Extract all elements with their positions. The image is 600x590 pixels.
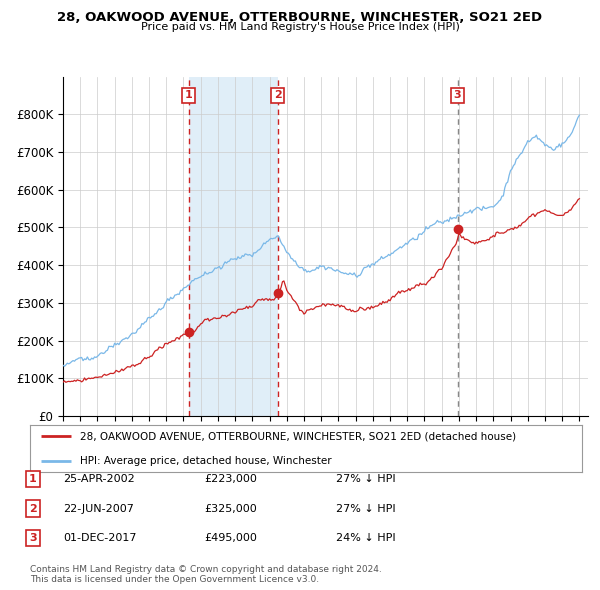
Text: Contains HM Land Registry data © Crown copyright and database right 2024.
This d: Contains HM Land Registry data © Crown c… [30, 565, 382, 584]
Text: £325,000: £325,000 [204, 504, 257, 513]
Bar [189, 77, 278, 416]
Text: 22-JUN-2007: 22-JUN-2007 [63, 504, 134, 513]
Text: 2: 2 [29, 504, 37, 513]
Text: 01-DEC-2017: 01-DEC-2017 [63, 533, 137, 543]
Text: HPI: Average price, detached house, Winchester: HPI: Average price, detached house, Winc… [80, 455, 331, 466]
Text: £223,000: £223,000 [204, 474, 257, 484]
Text: 1: 1 [29, 474, 37, 484]
Text: 24% ↓ HPI: 24% ↓ HPI [336, 533, 395, 543]
Text: 28, OAKWOOD AVENUE, OTTERBOURNE, WINCHESTER, SO21 2ED (detached house): 28, OAKWOOD AVENUE, OTTERBOURNE, WINCHES… [80, 431, 516, 441]
Text: 1: 1 [185, 90, 193, 100]
Text: 27% ↓ HPI: 27% ↓ HPI [336, 474, 395, 484]
Text: 2: 2 [274, 90, 281, 100]
Text: 3: 3 [29, 533, 37, 543]
Text: 28, OAKWOOD AVENUE, OTTERBOURNE, WINCHESTER, SO21 2ED: 28, OAKWOOD AVENUE, OTTERBOURNE, WINCHES… [58, 11, 542, 24]
Text: 25-APR-2002: 25-APR-2002 [63, 474, 135, 484]
Text: 3: 3 [454, 90, 461, 100]
Text: £495,000: £495,000 [204, 533, 257, 543]
Text: 27% ↓ HPI: 27% ↓ HPI [336, 504, 395, 513]
Text: Price paid vs. HM Land Registry's House Price Index (HPI): Price paid vs. HM Land Registry's House … [140, 22, 460, 32]
